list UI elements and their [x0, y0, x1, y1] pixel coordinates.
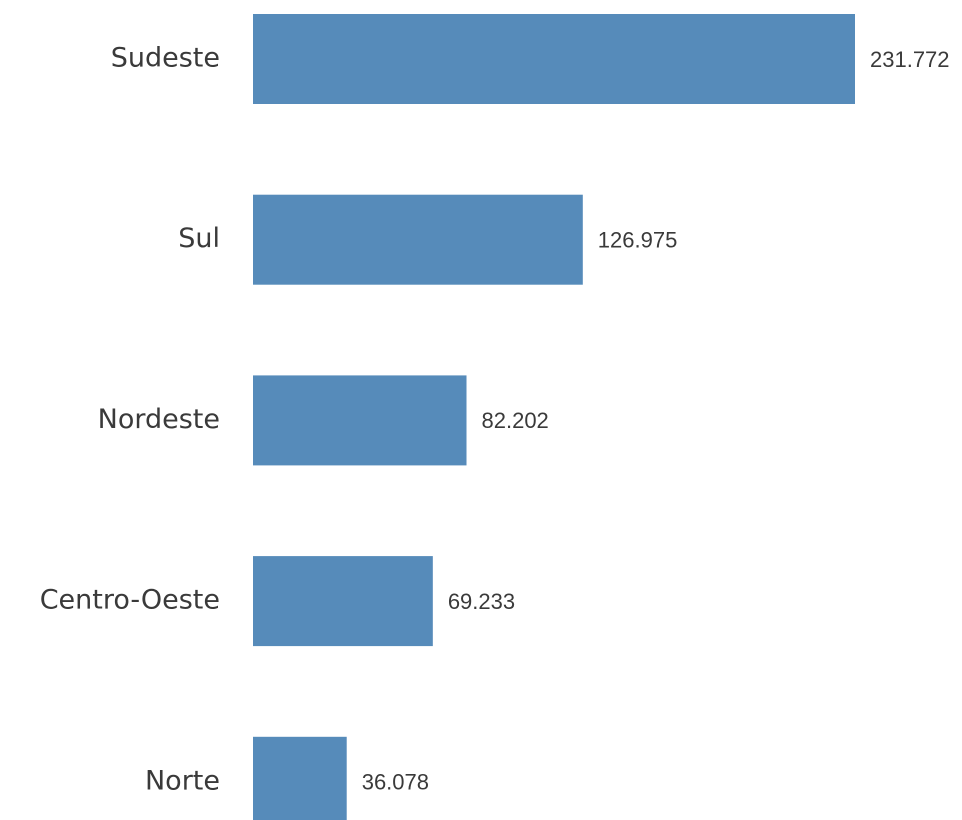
value-label: 231.772	[870, 47, 950, 72]
bar	[253, 375, 467, 466]
bar	[253, 556, 433, 647]
bar	[253, 14, 855, 104]
bar	[253, 194, 583, 285]
value-label: 82.202	[482, 408, 549, 433]
bar	[253, 736, 347, 820]
category-label: Sul	[178, 223, 220, 254]
category-label: Nordeste	[98, 404, 220, 435]
value-label: 126.975	[598, 228, 678, 253]
category-label: Sudeste	[111, 43, 220, 74]
value-label: 36.078	[362, 770, 429, 795]
category-label: Centro-Oeste	[40, 585, 220, 616]
category-label: Norte	[145, 765, 220, 796]
value-label: 69.233	[448, 589, 515, 614]
